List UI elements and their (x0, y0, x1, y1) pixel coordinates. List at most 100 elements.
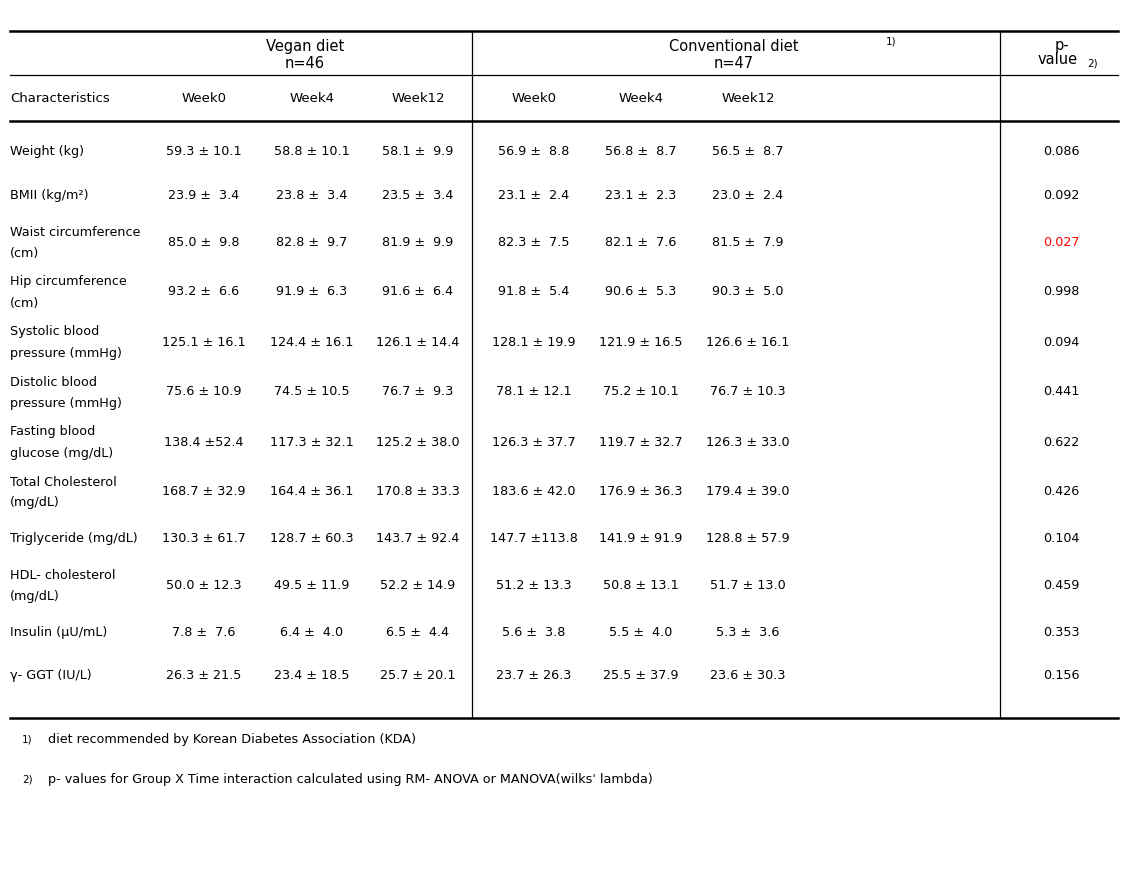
Text: 75.6 ± 10.9: 75.6 ± 10.9 (166, 386, 241, 398)
Text: 51.2 ± 13.3: 51.2 ± 13.3 (496, 579, 572, 592)
Text: 50.0 ± 12.3: 50.0 ± 12.3 (166, 579, 241, 592)
Text: 119.7 ± 32.7: 119.7 ± 32.7 (599, 436, 682, 449)
Text: 23.5 ±  3.4: 23.5 ± 3.4 (382, 189, 453, 202)
Text: 179.4 ± 39.0: 179.4 ± 39.0 (706, 485, 790, 498)
Text: Weight (kg): Weight (kg) (10, 145, 83, 158)
Text: 25.7 ± 20.1: 25.7 ± 20.1 (380, 670, 456, 683)
Text: 23.8 ±  3.4: 23.8 ± 3.4 (276, 189, 347, 202)
Text: 128.7 ± 60.3: 128.7 ± 60.3 (271, 533, 354, 546)
Text: Week12: Week12 (391, 93, 444, 106)
Text: Fasting blood: Fasting blood (10, 425, 95, 438)
Text: (cm): (cm) (10, 297, 39, 310)
Text: 78.1 ± 12.1: 78.1 ± 12.1 (496, 386, 572, 398)
Text: 2): 2) (23, 775, 33, 785)
Text: 25.5 ± 37.9: 25.5 ± 37.9 (603, 670, 679, 683)
Text: 130.3 ± 61.7: 130.3 ± 61.7 (162, 533, 246, 546)
Text: 5.5 ±  4.0: 5.5 ± 4.0 (609, 626, 672, 639)
Text: Characteristics: Characteristics (10, 93, 109, 106)
Text: 5.3 ±  3.6: 5.3 ± 3.6 (716, 626, 779, 639)
Text: 117.3 ± 32.1: 117.3 ± 32.1 (270, 436, 354, 449)
Text: 74.5 ± 10.5: 74.5 ± 10.5 (274, 386, 350, 398)
Text: 141.9 ± 91.9: 141.9 ± 91.9 (599, 533, 682, 546)
Text: 5.6 ±  3.8: 5.6 ± 3.8 (502, 626, 565, 639)
Text: Systolic blood: Systolic blood (10, 326, 99, 339)
Text: 0.622: 0.622 (1043, 436, 1079, 449)
Text: 26.3 ± 21.5: 26.3 ± 21.5 (166, 670, 241, 683)
Text: 170.8 ± 33.3: 170.8 ± 33.3 (376, 485, 460, 498)
Text: 81.5 ±  7.9: 81.5 ± 7.9 (712, 236, 784, 249)
Text: 91.6 ±  6.4: 91.6 ± 6.4 (382, 285, 453, 299)
Text: 126.6 ± 16.1: 126.6 ± 16.1 (706, 335, 790, 348)
Text: 58.1 ±  9.9: 58.1 ± 9.9 (382, 145, 453, 158)
Text: Hip circumference: Hip circumference (10, 276, 126, 288)
Text: 75.2 ± 10.1: 75.2 ± 10.1 (603, 386, 679, 398)
Text: Waist circumference: Waist circumference (10, 225, 140, 238)
Text: 125.1 ± 16.1: 125.1 ± 16.1 (162, 335, 246, 348)
Text: 121.9 ± 16.5: 121.9 ± 16.5 (599, 335, 682, 348)
Text: Distolic blood: Distolic blood (10, 375, 97, 388)
Text: (mg/dL): (mg/dL) (10, 497, 60, 510)
Text: 23.9 ±  3.4: 23.9 ± 3.4 (168, 189, 239, 202)
Text: 82.8 ±  9.7: 82.8 ± 9.7 (276, 236, 347, 249)
Text: 0.353: 0.353 (1043, 626, 1079, 639)
Text: 0.459: 0.459 (1043, 579, 1079, 592)
Text: 51.7 ± 13.0: 51.7 ± 13.0 (711, 579, 786, 592)
Text: value: value (1038, 52, 1077, 67)
Text: BMII (kg/m²): BMII (kg/m²) (10, 189, 88, 202)
Text: Triglyceride (mg/dL): Triglyceride (mg/dL) (10, 533, 138, 546)
Text: 0.104: 0.104 (1043, 533, 1079, 546)
Text: 50.8 ± 13.1: 50.8 ± 13.1 (603, 579, 679, 592)
Text: 6.5 ±  4.4: 6.5 ± 4.4 (387, 626, 450, 639)
Text: 91.8 ±  5.4: 91.8 ± 5.4 (499, 285, 570, 299)
Text: 23.1 ±  2.4: 23.1 ± 2.4 (499, 189, 570, 202)
Text: 124.4 ± 16.1: 124.4 ± 16.1 (271, 335, 354, 348)
Text: 0.086: 0.086 (1043, 145, 1079, 158)
Text: 0.094: 0.094 (1043, 335, 1079, 348)
Text: 2): 2) (1087, 58, 1099, 68)
Text: HDL- cholesterol: HDL- cholesterol (10, 569, 115, 582)
Text: n=47: n=47 (713, 56, 754, 71)
Text: p- values for Group X Time interaction calculated using RM- ANOVA or MANOVA(wilk: p- values for Group X Time interaction c… (49, 773, 653, 787)
Text: 56.5 ±  8.7: 56.5 ± 8.7 (712, 145, 784, 158)
Text: Insulin (μU/mL): Insulin (μU/mL) (10, 626, 107, 639)
Text: 183.6 ± 42.0: 183.6 ± 42.0 (492, 485, 575, 498)
Text: 90.6 ±  5.3: 90.6 ± 5.3 (606, 285, 677, 299)
Text: Conventional diet: Conventional diet (669, 38, 799, 53)
Text: Week4: Week4 (290, 93, 335, 106)
Text: 125.2 ± 38.0: 125.2 ± 38.0 (376, 436, 460, 449)
Text: 0.426: 0.426 (1043, 485, 1079, 498)
Text: 168.7 ± 32.9: 168.7 ± 32.9 (162, 485, 246, 498)
Text: 128.1 ± 19.9: 128.1 ± 19.9 (492, 335, 575, 348)
Text: glucose (mg/dL): glucose (mg/dL) (10, 446, 113, 459)
Text: 0.027: 0.027 (1043, 236, 1079, 249)
Text: n=46: n=46 (285, 56, 325, 71)
Text: 1): 1) (23, 735, 33, 745)
Text: 82.3 ±  7.5: 82.3 ± 7.5 (499, 236, 570, 249)
Text: 52.2 ± 14.9: 52.2 ± 14.9 (380, 579, 456, 592)
Text: 6.4 ±  4.0: 6.4 ± 4.0 (281, 626, 344, 639)
Text: 0.441: 0.441 (1043, 386, 1079, 398)
Text: Week4: Week4 (618, 93, 663, 106)
Text: 93.2 ±  6.6: 93.2 ± 6.6 (168, 285, 239, 299)
Text: 126.1 ± 14.4: 126.1 ± 14.4 (377, 335, 460, 348)
Text: pressure (mmHg): pressure (mmHg) (10, 396, 122, 409)
Text: 23.1 ±  2.3: 23.1 ± 2.3 (606, 189, 677, 202)
Text: pressure (mmHg): pressure (mmHg) (10, 347, 122, 360)
Text: 7.8 ±  7.6: 7.8 ± 7.6 (173, 626, 236, 639)
Text: 0.092: 0.092 (1043, 189, 1079, 202)
Text: 56.8 ±  8.7: 56.8 ± 8.7 (606, 145, 677, 158)
Text: 164.4 ± 36.1: 164.4 ± 36.1 (271, 485, 354, 498)
Text: 76.7 ±  9.3: 76.7 ± 9.3 (382, 386, 453, 398)
Text: (cm): (cm) (10, 246, 39, 259)
Text: 0.156: 0.156 (1043, 670, 1079, 683)
Text: 23.4 ± 18.5: 23.4 ± 18.5 (274, 670, 350, 683)
Text: 81.9 ±  9.9: 81.9 ± 9.9 (382, 236, 453, 249)
Text: Total Cholesterol: Total Cholesterol (10, 476, 117, 489)
Text: 56.9 ±  8.8: 56.9 ± 8.8 (499, 145, 570, 158)
Text: γ- GGT (IU/L): γ- GGT (IU/L) (10, 670, 91, 683)
Text: 85.0 ±  9.8: 85.0 ± 9.8 (168, 236, 240, 249)
Text: 58.8 ± 10.1: 58.8 ± 10.1 (274, 145, 350, 158)
Text: 126.3 ± 37.7: 126.3 ± 37.7 (492, 436, 575, 449)
Text: 90.3 ±  5.0: 90.3 ± 5.0 (712, 285, 784, 299)
Text: 82.1 ±  7.6: 82.1 ± 7.6 (606, 236, 677, 249)
